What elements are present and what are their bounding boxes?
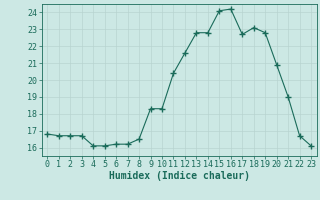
X-axis label: Humidex (Indice chaleur): Humidex (Indice chaleur) [109, 171, 250, 181]
